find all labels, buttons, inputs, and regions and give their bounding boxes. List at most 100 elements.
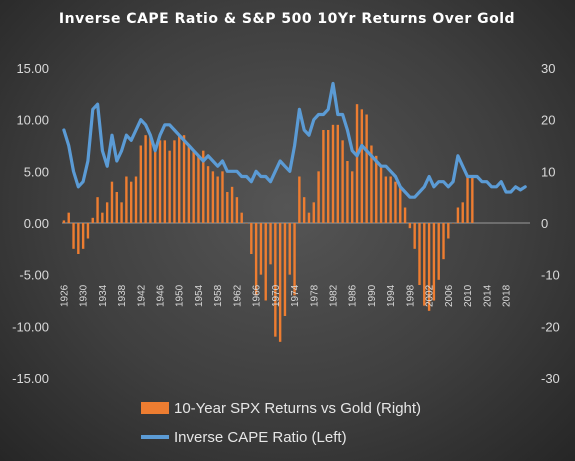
x-tick-label: 1986 xyxy=(348,284,359,307)
bar xyxy=(360,109,364,223)
bar xyxy=(86,223,90,239)
chart-title: Inverse CAPE Ratio & S&P 500 10Yr Return… xyxy=(59,11,515,27)
bar xyxy=(336,124,340,223)
bar xyxy=(317,171,320,223)
bar xyxy=(307,212,311,223)
bar xyxy=(437,223,440,280)
bar xyxy=(288,223,291,275)
bar xyxy=(312,202,315,223)
bar xyxy=(91,217,94,223)
bar xyxy=(370,145,373,223)
x-tick-label: 1934 xyxy=(98,284,109,307)
bar xyxy=(418,223,421,285)
legend-line-label: Inverse CAPE Ratio (Left) xyxy=(174,429,347,446)
bar xyxy=(355,104,359,223)
bar xyxy=(442,223,445,260)
bar xyxy=(399,186,402,223)
right-tick-label: -30 xyxy=(541,371,560,386)
bar xyxy=(384,176,388,223)
bar xyxy=(206,166,210,223)
x-tick-label: 1978 xyxy=(309,284,320,307)
left-axis: 15.00 10.00 5.00 0.00 -5.00 -10.00 -15.00 xyxy=(12,61,49,386)
bar xyxy=(163,140,167,223)
bar xyxy=(403,207,407,223)
bar xyxy=(346,161,349,223)
bar xyxy=(283,223,287,316)
bar xyxy=(375,155,378,223)
bar xyxy=(226,192,229,223)
right-tick-label: -10 xyxy=(541,268,560,283)
left-tick-label: 15.00 xyxy=(16,61,49,76)
bar xyxy=(365,114,368,223)
x-tick-label: 1958 xyxy=(213,284,224,307)
bar xyxy=(202,150,205,223)
left-tick-label: 5.00 xyxy=(24,164,49,179)
bar xyxy=(293,223,296,296)
line-series xyxy=(62,81,527,199)
left-tick-label: -15.00 xyxy=(12,371,49,386)
bar xyxy=(221,171,224,223)
bar xyxy=(322,130,325,223)
bar xyxy=(154,145,157,223)
x-tick-label: 1946 xyxy=(156,284,167,307)
x-tick-label: 1926 xyxy=(59,284,70,307)
bar xyxy=(129,181,133,223)
bar xyxy=(389,176,392,223)
bar xyxy=(77,223,80,254)
bar xyxy=(110,181,114,223)
x-axis: 1926 1930 1934 1938 1942 1946 1950 1954 1958 1962… xyxy=(59,284,512,307)
bar-series xyxy=(62,104,474,342)
bar xyxy=(139,145,143,223)
bar xyxy=(216,176,219,223)
x-tick-label: 2002 xyxy=(425,284,436,307)
bar xyxy=(456,207,460,223)
right-tick-label: 20 xyxy=(541,113,555,128)
bar xyxy=(274,223,277,337)
bar xyxy=(149,135,152,223)
bar xyxy=(101,212,104,223)
bar xyxy=(413,223,416,249)
bar xyxy=(72,223,75,249)
bar xyxy=(254,223,258,296)
bar xyxy=(432,223,436,301)
bar xyxy=(351,171,354,223)
x-tick-label: 2006 xyxy=(444,284,455,307)
bar xyxy=(105,202,109,223)
bar xyxy=(125,176,128,223)
bar xyxy=(187,145,191,223)
bar xyxy=(197,155,200,223)
right-tick-label: 0 xyxy=(541,216,548,231)
bar xyxy=(115,192,118,223)
bar xyxy=(67,212,70,223)
bar xyxy=(158,140,162,223)
x-tick-label: 1974 xyxy=(290,284,301,307)
right-axis: 30 20 10 0 -10 -20 -30 xyxy=(541,61,560,386)
left-tick-label: -10.00 xyxy=(12,319,49,334)
x-tick-label: 1994 xyxy=(386,284,397,307)
bar xyxy=(168,150,171,223)
x-tick-label: 1950 xyxy=(175,284,186,307)
x-tick-label: 1930 xyxy=(79,284,90,307)
x-tick-label: 1942 xyxy=(136,284,147,307)
bar xyxy=(302,197,306,223)
left-tick-label: -5.00 xyxy=(19,268,49,283)
x-tick-label: 1998 xyxy=(405,284,416,307)
x-tick-label: 1990 xyxy=(367,284,378,307)
bar xyxy=(182,135,186,223)
bar xyxy=(298,176,301,223)
bar xyxy=(269,223,272,265)
bar xyxy=(264,223,267,301)
bar xyxy=(447,223,450,239)
bar xyxy=(427,223,431,311)
bar xyxy=(259,223,263,275)
bar xyxy=(394,181,397,223)
bar xyxy=(466,176,469,223)
bar xyxy=(245,223,248,224)
bar xyxy=(250,223,253,254)
x-tick-label: 2018 xyxy=(501,284,512,307)
bar xyxy=(178,135,181,223)
x-tick-label: 1938 xyxy=(117,284,128,307)
x-tick-label: 1966 xyxy=(252,284,263,307)
right-tick-label: 10 xyxy=(541,164,555,179)
